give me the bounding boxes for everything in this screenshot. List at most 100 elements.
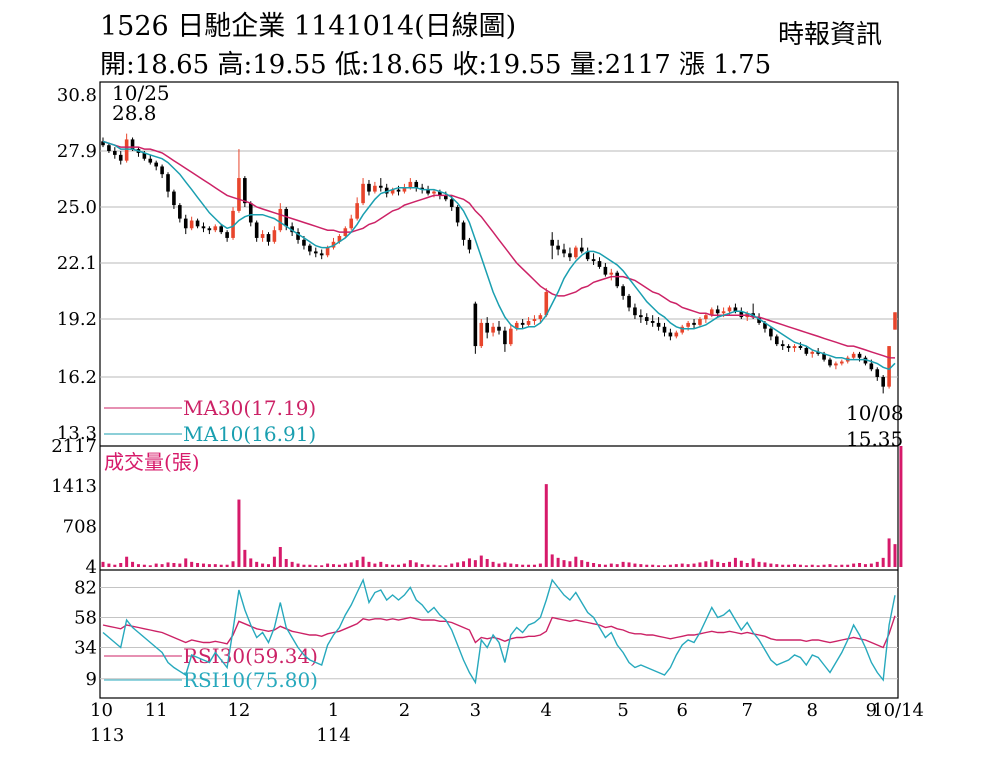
x-tick-label: 10 <box>90 700 113 721</box>
volume-tick-label: 1413 <box>51 476 97 497</box>
volume-bar <box>290 561 294 567</box>
price-tick-label: 19.2 <box>57 309 97 330</box>
volume-bar <box>840 564 844 567</box>
volume-bar <box>107 563 111 567</box>
candle-body <box>237 178 241 211</box>
candle-body <box>378 185 383 188</box>
candle-body <box>863 357 868 364</box>
candle-body <box>154 162 158 167</box>
candle-body <box>248 203 253 223</box>
candle-body <box>361 183 365 204</box>
candle-body <box>739 311 744 318</box>
volume-bar <box>692 563 696 567</box>
volume-bar <box>231 561 235 567</box>
volume-bar <box>875 561 879 567</box>
volume-bar <box>745 562 749 567</box>
volume-bar <box>716 561 720 567</box>
volume-bar <box>828 564 832 567</box>
volume-bar <box>751 558 755 567</box>
candle-body <box>219 226 224 233</box>
volume-bar <box>266 564 270 567</box>
volume-bar <box>781 564 785 567</box>
volume-bar <box>284 558 288 567</box>
candle-body <box>432 191 436 194</box>
volume-bar <box>391 564 395 567</box>
price-tick-label: 22.1 <box>57 253 97 274</box>
volume-bar <box>674 564 678 567</box>
volume-bar <box>154 563 158 567</box>
x-tick-label: 6 <box>676 700 687 721</box>
candle-body <box>438 191 442 196</box>
volume-bar <box>769 563 773 567</box>
volume-bar <box>261 563 265 567</box>
candle-body <box>337 235 342 242</box>
x-year-label: 114 <box>316 725 350 746</box>
volume-bar <box>113 564 117 567</box>
x-tick-label: 4 <box>541 700 552 721</box>
volume-bar <box>574 556 578 567</box>
candle-body <box>254 222 259 238</box>
rsi10-line <box>102 577 896 685</box>
candle-body <box>148 158 153 163</box>
volume-bar <box>863 564 867 567</box>
volume-bar <box>213 564 217 567</box>
candle-body <box>615 272 620 287</box>
candle-body <box>491 326 495 333</box>
candle-body <box>544 292 549 316</box>
candle-body <box>520 322 525 325</box>
candle-body <box>721 311 726 314</box>
volume-bar <box>249 558 253 567</box>
candle-body <box>160 166 164 175</box>
candle-body <box>816 351 820 354</box>
candle-body <box>514 322 519 329</box>
candle-body <box>585 251 590 260</box>
volume-bar <box>125 556 129 567</box>
volume-bar <box>379 561 383 567</box>
price-tick-label: 13.3 <box>57 423 97 444</box>
volume-bar <box>657 565 661 567</box>
candle-body <box>698 319 702 325</box>
candle-body <box>550 239 554 246</box>
candle-body <box>497 326 501 331</box>
rsi-tick-label: 82 <box>74 578 97 599</box>
volume-bar <box>586 561 590 567</box>
candle-body <box>538 315 543 320</box>
candle-body <box>680 326 685 333</box>
candle-body <box>183 218 188 229</box>
volume-tick-label: 2117 <box>51 436 97 457</box>
candle-body <box>473 303 478 347</box>
volume-bar <box>278 546 282 567</box>
volume-bar <box>834 565 838 567</box>
candle-body <box>621 286 625 296</box>
candle-body <box>887 346 891 387</box>
x-tick-label: 10/14 <box>872 700 924 721</box>
volume-bar <box>456 562 460 567</box>
candle-body <box>396 189 401 192</box>
candle-body <box>313 251 318 254</box>
candle-body <box>266 234 271 242</box>
volume-bar <box>178 563 182 567</box>
volume-bar <box>479 555 483 567</box>
candle-body <box>650 320 655 323</box>
volume-bar <box>337 564 341 567</box>
candle-body <box>142 152 147 159</box>
volume-bar <box>397 564 401 567</box>
candle-body <box>373 185 377 192</box>
candle-body <box>225 232 229 238</box>
volume-bar <box>243 549 247 567</box>
volume-bar <box>710 559 714 567</box>
volume-bar <box>491 561 495 567</box>
volume-bar <box>426 564 430 567</box>
volume-bar <box>798 564 802 567</box>
legend-rsi30: RSI30(59.34) <box>183 644 318 668</box>
candle-body <box>331 241 336 248</box>
volume-bar <box>728 561 732 567</box>
volume-bar <box>207 564 211 567</box>
candle-body <box>455 207 460 223</box>
volume-bar <box>131 561 135 567</box>
volume-bar <box>609 563 613 567</box>
x-tick-label: 1 <box>328 700 339 721</box>
volume-bar <box>255 561 259 567</box>
volume-bar <box>361 556 365 567</box>
